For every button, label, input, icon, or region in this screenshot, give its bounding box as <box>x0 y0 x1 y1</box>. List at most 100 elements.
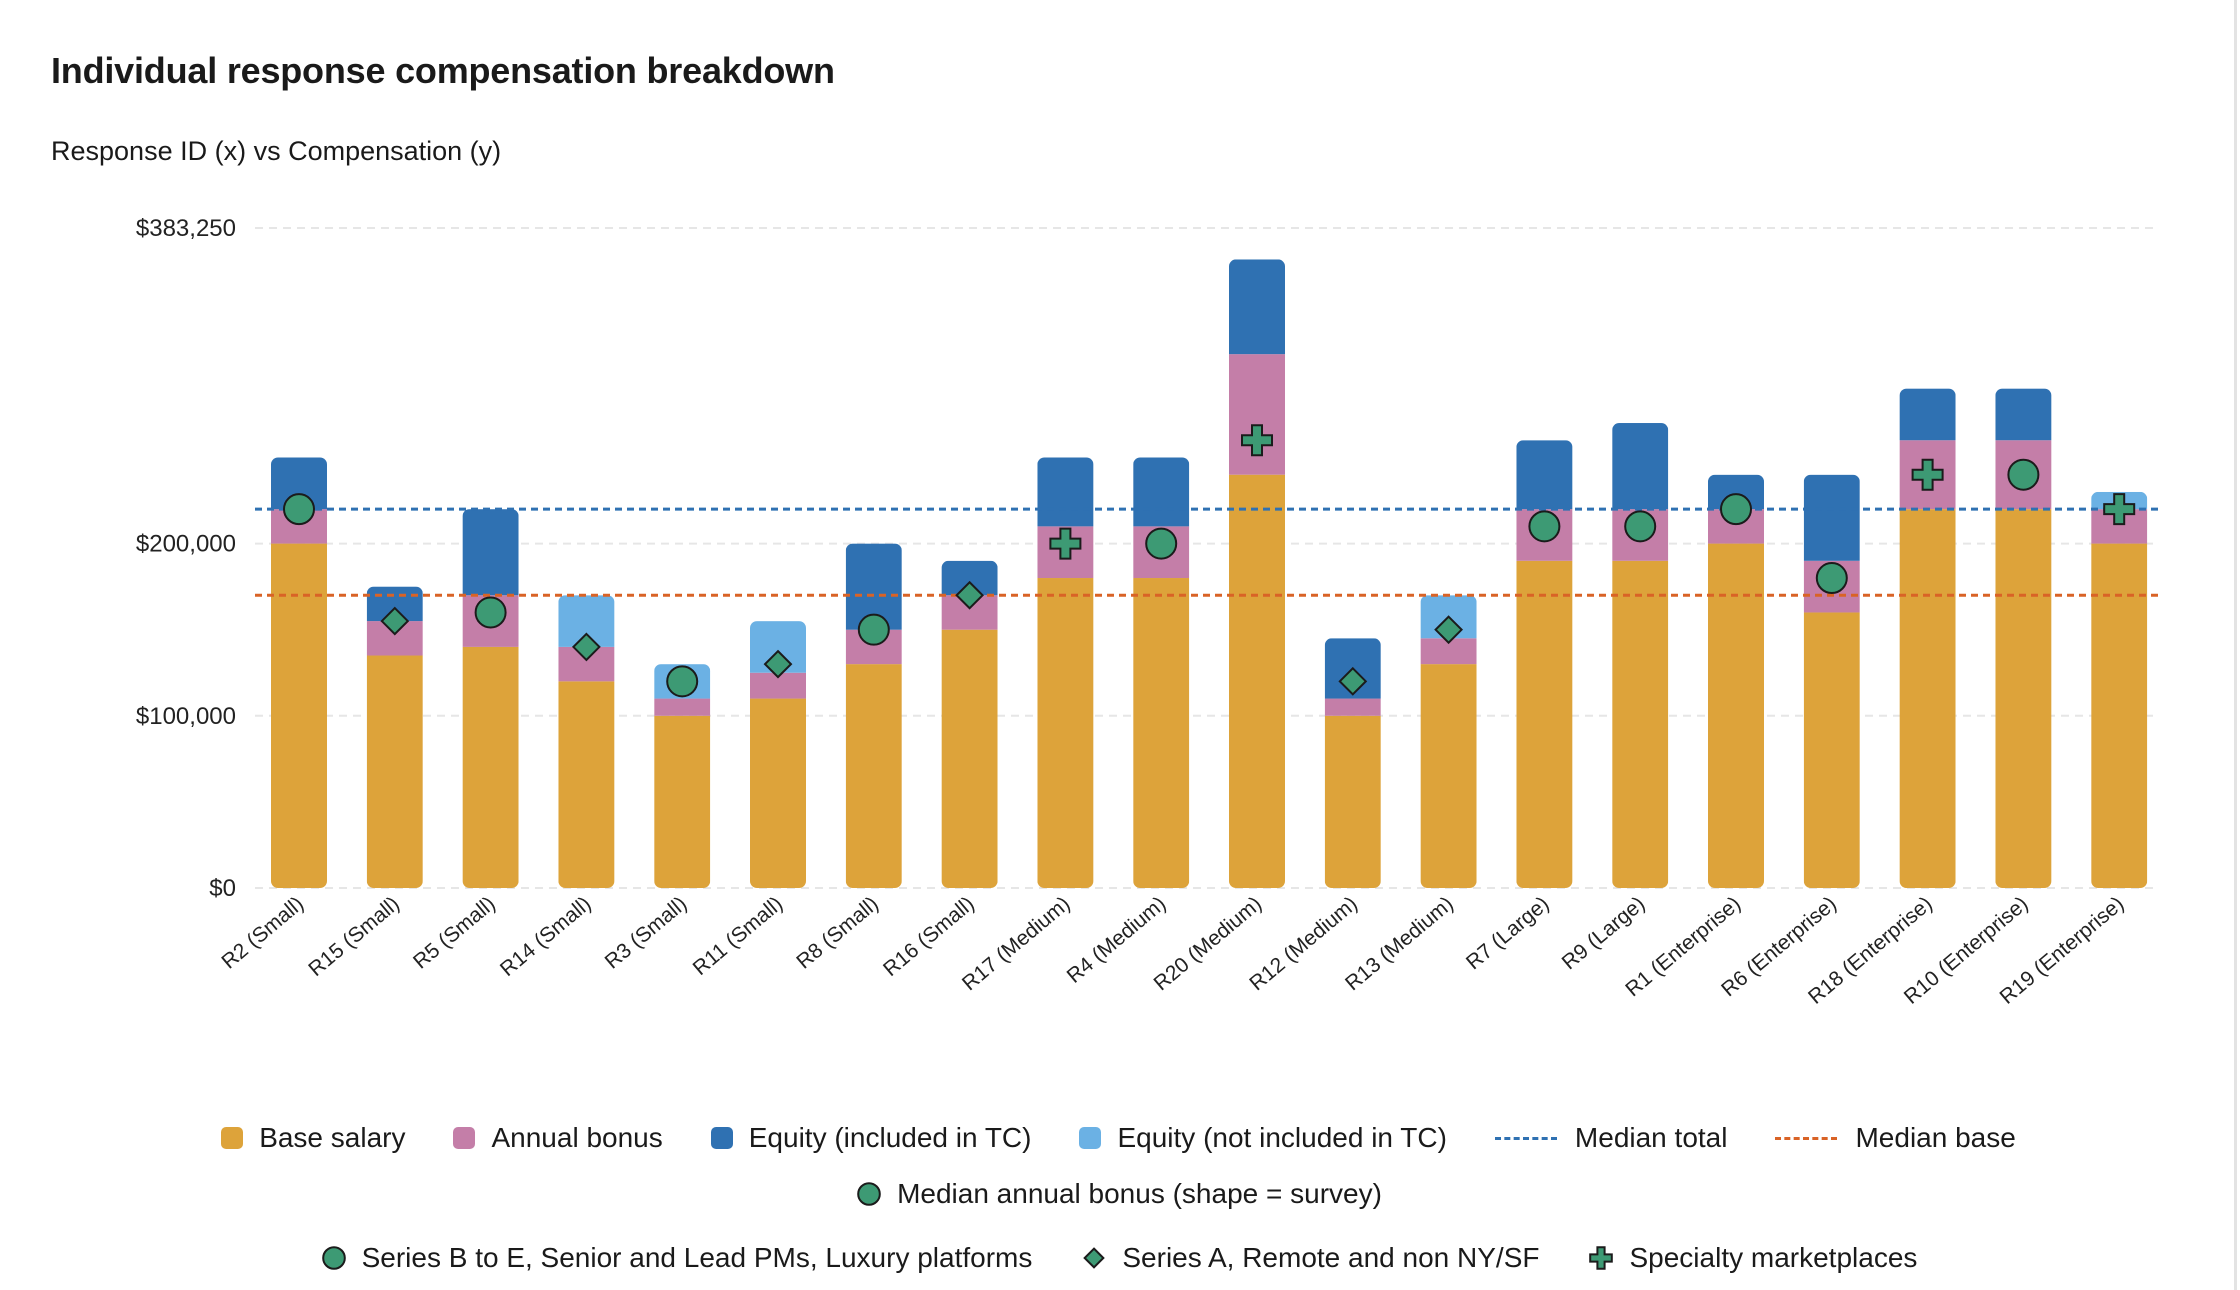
bar-segment-base <box>271 543 327 888</box>
legend-item: Base salary <box>221 1122 405 1154</box>
bar-segment-base <box>1133 578 1190 888</box>
legend-marker-circle-icon <box>857 1182 881 1206</box>
marker-diamond <box>1338 666 1368 696</box>
bar-stack <box>750 621 806 888</box>
bar-segment-equity-tc <box>1899 388 1956 441</box>
legend-swatch <box>1079 1127 1102 1149</box>
bar-segment-equity-tc <box>462 509 519 596</box>
legend-label: Median annual bonus (shape = survey) <box>897 1178 1382 1209</box>
bar-segment-base <box>558 681 615 888</box>
marker-circle <box>857 613 890 646</box>
bar-segment-base <box>1708 543 1764 888</box>
y-axis-ticks: $0 $100,000 $200,000 $383,250 <box>136 215 236 902</box>
marker-circle <box>1815 562 1848 595</box>
marker-diamond <box>1434 615 1464 645</box>
bar-stack <box>654 664 711 888</box>
marker-circle <box>321 1246 346 1270</box>
y-tick-label: $200,000 <box>136 531 236 558</box>
x-category-label: R15 (Small) <box>304 892 404 981</box>
x-category-label: R5 (Small) <box>409 892 500 973</box>
bar-stack <box>1229 259 1285 888</box>
bar-stack <box>1420 595 1477 888</box>
marker-circle <box>2007 458 2040 491</box>
bar-segment-bonus <box>1229 354 1285 475</box>
bar-segment-base <box>366 655 423 888</box>
bar-segment-base <box>1612 560 1669 888</box>
x-category-label: R9 (Large) <box>1558 892 1650 974</box>
bar-segment-base <box>750 698 806 888</box>
marker-circle <box>283 493 315 526</box>
legend-label: Series B to E, Senior and Lead PMs, Luxu… <box>361 1242 1033 1273</box>
marker-diamond <box>380 606 410 636</box>
legend-label: Annual bonus <box>491 1122 663 1153</box>
bar-segment-base <box>941 629 998 888</box>
legend-item: Median base <box>1775 1122 2016 1154</box>
marker-circle <box>857 1182 881 1206</box>
bar-segment-base <box>2091 543 2148 888</box>
bar-stack <box>462 509 519 888</box>
legend-item: Equity (not included in TC) <box>1079 1122 1447 1154</box>
y-tick-label: $100,000 <box>136 703 236 730</box>
y-tick-label: $383,250 <box>136 215 236 242</box>
gridlines <box>255 227 2158 889</box>
legend-label: Equity (not included in TC) <box>1117 1122 1447 1153</box>
marker-circle <box>1624 510 1657 543</box>
bar-stack <box>558 595 615 888</box>
x-category-label: R2 (Small) <box>217 892 308 973</box>
marker-diamond <box>1083 1247 1106 1269</box>
bar-segment-base <box>1803 612 1860 888</box>
x-axis-labels: R2 (Small)R15 (Small) R5 (Small)R14 (Smal… <box>217 892 2128 1009</box>
bar-segment-bonus <box>654 698 711 716</box>
bar-segment-base <box>1420 664 1477 888</box>
bar-segment-base <box>1324 715 1381 888</box>
legend-row-3: Series B to E, Senior and Lead PMs, Luxu… <box>0 1242 2237 1274</box>
legend-item: Median annual bonus (shape = survey) <box>855 1178 1382 1210</box>
marker-diamond <box>571 632 601 662</box>
bar-stack <box>941 560 998 888</box>
bars <box>271 259 2148 888</box>
bar-segment-base <box>462 646 519 888</box>
marker-plus <box>1049 527 1082 560</box>
bar-segment-base <box>1516 560 1573 888</box>
x-category-label: R8 (Small) <box>792 892 883 973</box>
bar-stack <box>1803 474 1860 888</box>
legend-label: Series A, Remote and non NY/SF <box>1122 1242 1540 1273</box>
bar-segment-base <box>654 715 711 888</box>
legend-swatch <box>710 1127 733 1149</box>
legend-marker-plus-icon <box>1589 1246 1614 1270</box>
legend-item: Median total <box>1494 1122 1727 1154</box>
bar-segment-base <box>1037 578 1094 888</box>
chart-subtitle: Response ID (x) vs Compensation (y) <box>51 136 502 166</box>
bar-segment-equity-tc <box>1516 440 1573 510</box>
marker-plus <box>1911 458 1944 491</box>
x-category-label: R16 (Small) <box>879 892 979 981</box>
legend-item: Specialty marketplaces <box>1587 1242 1917 1274</box>
legend-swatch <box>221 1127 244 1149</box>
bar-stack <box>271 457 327 888</box>
marker-diamond <box>955 580 985 610</box>
marker-circle <box>666 665 699 698</box>
bar-segment-base <box>1229 474 1285 888</box>
legend-row-1: Base salary Annual bonus Equity (included … <box>0 1122 2237 1154</box>
marker-circle <box>1145 527 1178 560</box>
legend-item: Series B to E, Senior and Lead PMs, Luxu… <box>320 1242 1033 1274</box>
bar-segment-base <box>1899 509 1956 888</box>
legend-label: Base salary <box>259 1122 406 1153</box>
bar-segment-equity-tc <box>1612 423 1669 510</box>
legend-marker-diamond-icon <box>1083 1247 1106 1269</box>
bar-segment-base <box>845 664 902 888</box>
marker-plus <box>1589 1246 1614 1270</box>
marker-circle <box>1720 493 1752 526</box>
chart-title: Individual response compensation breakdo… <box>51 50 835 91</box>
median-bonus-markers <box>283 424 2136 698</box>
bar-segment-base <box>1995 509 2052 888</box>
bar-stack <box>845 543 902 888</box>
bar-stack <box>1708 474 1764 888</box>
legend-dashed-line <box>1775 1136 1838 1140</box>
x-category-label: R11 (Small) <box>689 892 788 980</box>
bar-segment-equity-tc <box>1229 259 1285 355</box>
reference-lines <box>255 507 2158 597</box>
marker-circle <box>474 596 507 629</box>
